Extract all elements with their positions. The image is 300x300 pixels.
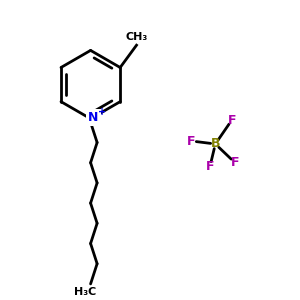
Text: F: F: [187, 134, 196, 148]
Text: CH₃: CH₃: [126, 32, 148, 42]
Text: +: +: [98, 107, 106, 117]
Text: F: F: [230, 156, 239, 169]
Text: F: F: [227, 114, 236, 127]
Text: N: N: [88, 111, 99, 124]
Text: B: B: [211, 137, 220, 151]
Text: F: F: [206, 160, 214, 173]
Text: H₃C: H₃C: [74, 287, 96, 297]
